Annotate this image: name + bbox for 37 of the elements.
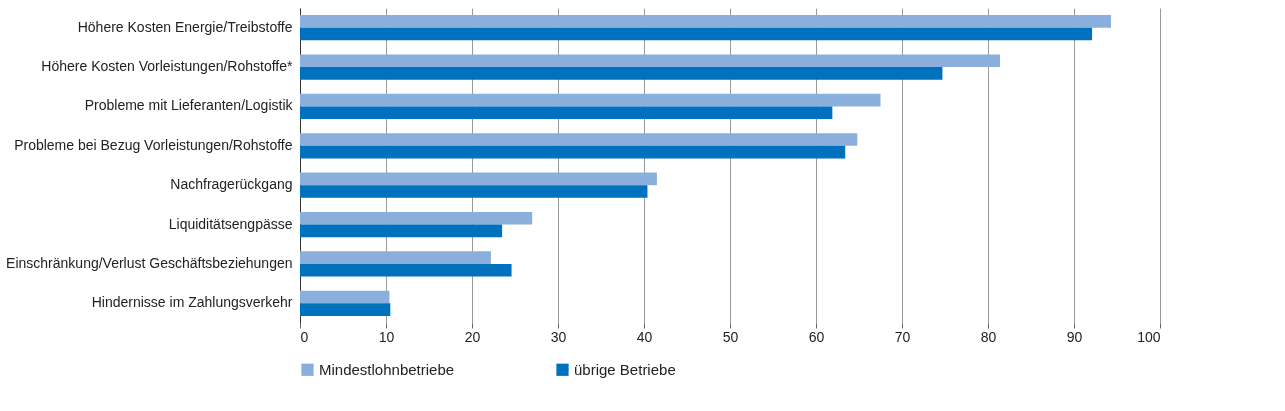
x-tick-label: 70 [894, 328, 911, 345]
x-tick-label: 90 [1066, 328, 1083, 345]
bar [300, 54, 1001, 68]
y-tick-label: Höhere Kosten Energie/Treibstoffe [77, 18, 293, 35]
bar [300, 93, 881, 107]
bar [300, 133, 858, 146]
x-tick-label: 30 [550, 328, 567, 345]
x-tick-label: 60 [808, 328, 825, 345]
y-tick-label: Liquiditätsengpässe [168, 215, 293, 232]
x-tick-label: 50 [722, 328, 739, 345]
y-tick-label: Höhere Kosten Vorleistungen/Rohstoffe* [41, 58, 294, 75]
bar [300, 303, 391, 316]
bar [300, 211, 533, 225]
y-tick-label: Probleme bei Bezug Vorleistungen/Rohstoffe [14, 136, 293, 153]
bar [300, 185, 648, 198]
x-tick-label: 20 [464, 328, 481, 345]
y-tick-label: Hindernisse im Zahlungsverkehr [91, 294, 293, 311]
x-tick-label: 10 [378, 328, 395, 345]
legend-label: übrige Betriebe [574, 360, 676, 378]
bar [300, 145, 846, 159]
bar [300, 263, 512, 277]
y-tick-label: Einschränkung/Verlust Geschäftsbeziehungen [6, 254, 293, 271]
bar [300, 67, 943, 80]
x-tick-label: 40 [636, 328, 653, 345]
bar [300, 172, 657, 186]
bar [300, 290, 390, 304]
y-tick-label: Nachfragerückgang [170, 176, 293, 193]
x-tick-label: 100 [1137, 328, 1161, 345]
bar [300, 15, 1111, 28]
bar [300, 251, 491, 264]
bar [300, 106, 833, 120]
x-tick-label: 80 [980, 328, 997, 345]
bar [300, 224, 503, 238]
x-tick-label: 0 [300, 328, 309, 345]
bar [300, 27, 1093, 41]
y-tick-label: Probleme mit Lieferanten/Logistik [84, 97, 294, 114]
legend-label: Mindestlohnbetriebe [319, 360, 455, 378]
